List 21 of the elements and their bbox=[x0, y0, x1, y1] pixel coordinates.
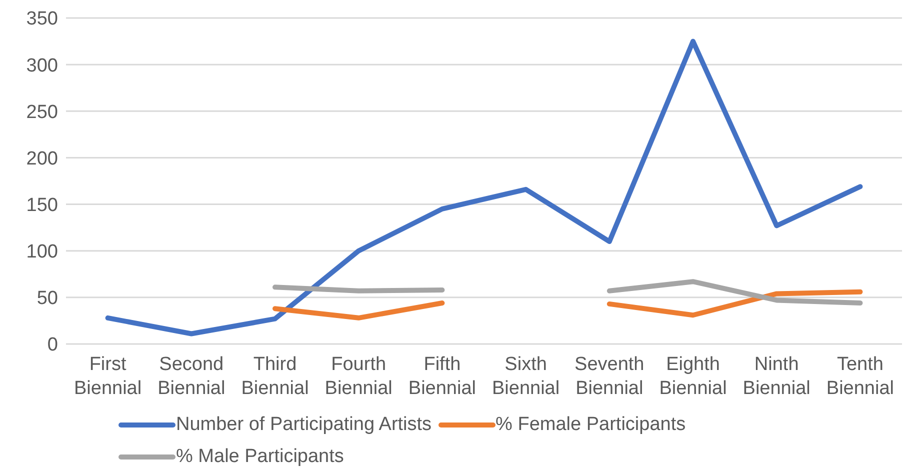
x-tick-label: Tenth Biennial bbox=[826, 354, 894, 399]
y-tick-label: 250 bbox=[26, 102, 58, 123]
legend-label: % Female Participants bbox=[496, 414, 686, 436]
y-tick-label: 300 bbox=[26, 55, 58, 76]
x-tick-label: Fifth Biennial bbox=[408, 354, 476, 399]
x-tick-label: Eighth Biennial bbox=[659, 354, 727, 399]
y-tick-label: 0 bbox=[47, 334, 58, 356]
x-tick-label: Fourth Biennial bbox=[324, 354, 392, 399]
x-tick-label: First Biennial bbox=[74, 354, 142, 399]
legend-label: Number of Participating Artists bbox=[176, 414, 432, 436]
y-tick-label: 350 bbox=[26, 8, 58, 30]
x-tick-label: Second Biennial bbox=[158, 354, 226, 399]
y-tick-label: 150 bbox=[26, 195, 58, 216]
x-tick-label: Ninth Biennial bbox=[742, 354, 810, 399]
legend-label: % Male Participants bbox=[176, 446, 344, 468]
y-tick-label: 50 bbox=[36, 288, 58, 310]
x-tick-label: Third Biennial bbox=[241, 354, 309, 399]
y-tick-label: 200 bbox=[26, 148, 58, 170]
y-tick-label: 100 bbox=[26, 242, 58, 263]
x-tick-label: Sixth Biennial bbox=[492, 354, 560, 399]
x-tick-label: Seventh Biennial bbox=[574, 354, 644, 399]
